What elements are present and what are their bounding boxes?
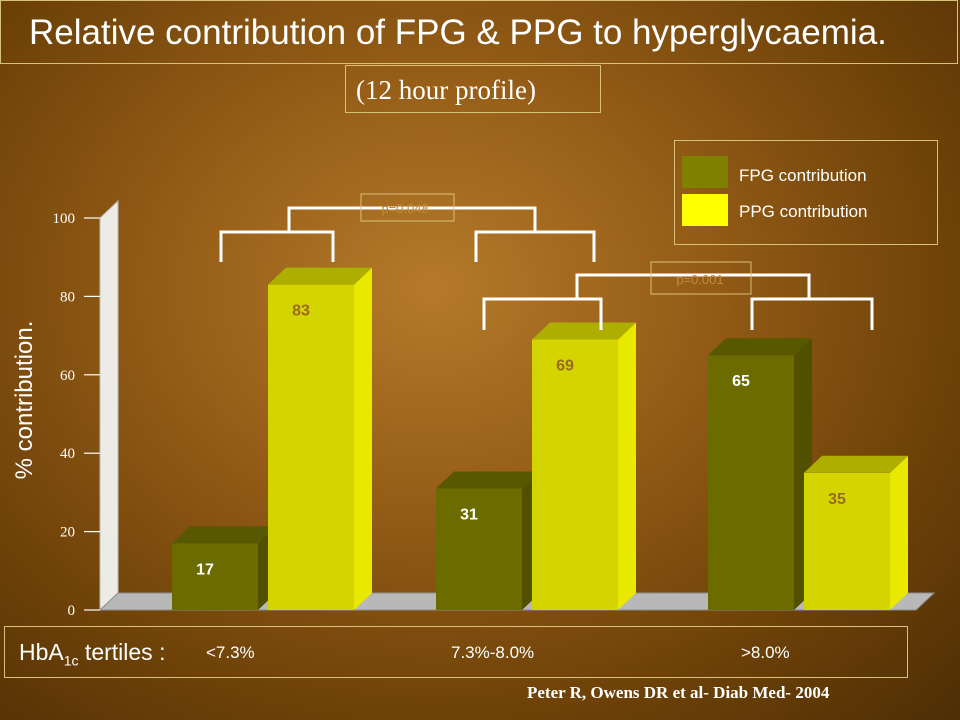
bracket-g3 bbox=[750, 297, 874, 330]
y-tick-label: 20 bbox=[60, 525, 75, 541]
bar-front bbox=[436, 488, 522, 610]
y-tick-label: 60 bbox=[60, 368, 75, 384]
x-tick-label: 7.3%-8.0% bbox=[451, 643, 535, 662]
citation: Peter R, Owens DR et al- Diab Med- 2004 bbox=[527, 683, 830, 702]
legend-label-ppg: PPG contribution bbox=[739, 202, 868, 221]
bar-value-label: 69 bbox=[556, 358, 574, 375]
hba1c-label: HbA1c tertiles : bbox=[19, 639, 165, 669]
p-value-box bbox=[360, 193, 455, 222]
p-value-label: p=0.001 bbox=[676, 272, 723, 287]
chart-legend: FPG contribution PPG contribution bbox=[674, 140, 938, 245]
bracket-span-2 bbox=[575, 273, 811, 299]
x-tick-label: <7.3% bbox=[206, 643, 255, 662]
hba1c-label-suffix: tertiles : bbox=[78, 639, 166, 665]
hba1c-label-sub: 1c bbox=[63, 652, 79, 669]
bracket-span-1 bbox=[287, 206, 537, 232]
bar-front bbox=[532, 339, 618, 610]
bar-value-label: 65 bbox=[732, 373, 750, 390]
bracket-g2b bbox=[482, 297, 603, 330]
bar-front bbox=[708, 355, 794, 610]
bar-value-label: 17 bbox=[196, 561, 214, 578]
slide-title: Relative contribution of FPG & PPG to hy… bbox=[29, 13, 887, 52]
bracket-g2 bbox=[474, 230, 596, 262]
legend-swatch-fpg bbox=[682, 156, 728, 188]
bar-top bbox=[436, 471, 540, 489]
bar-value-label: 83 bbox=[292, 303, 310, 320]
p-value-box bbox=[650, 261, 752, 295]
bar-value-label: 35 bbox=[828, 491, 846, 508]
bar-front bbox=[804, 472, 890, 610]
bar-top bbox=[268, 267, 372, 285]
title-box: Relative contribution of FPG & PPG to hy… bbox=[0, 0, 958, 64]
bar-front bbox=[268, 284, 354, 610]
bracket-g1 bbox=[219, 230, 335, 262]
p-value-label: p=0.048 bbox=[381, 201, 428, 216]
chart-back-wall bbox=[99, 199, 119, 612]
bar-top bbox=[172, 526, 276, 544]
x-tick-label: >8.0% bbox=[741, 643, 790, 662]
y-tick-label: 80 bbox=[60, 289, 75, 305]
y-tick-label: 100 bbox=[53, 211, 76, 227]
bar-side bbox=[890, 455, 908, 610]
bar-value-label: 31 bbox=[460, 506, 478, 523]
hba1c-label-main: HbA bbox=[19, 639, 64, 665]
subtitle-box: (12 hour profile) bbox=[345, 65, 601, 113]
bar-top bbox=[532, 322, 636, 340]
bar-front bbox=[172, 543, 258, 610]
legend-label-fpg: FPG contribution bbox=[739, 166, 867, 185]
y-tick-label: 0 bbox=[68, 603, 76, 619]
bar-top bbox=[804, 455, 908, 473]
legend-swatch-ppg bbox=[682, 194, 728, 226]
bar-side bbox=[618, 322, 636, 610]
hba1c-tertiles-bar: HbA1c tertiles : <7.3% 7.3%-8.0% >8.0% bbox=[4, 626, 908, 678]
bar-side bbox=[354, 267, 372, 610]
bar-top bbox=[708, 338, 812, 356]
slide-subtitle: (12 hour profile) bbox=[356, 75, 536, 105]
y-tick-label: 40 bbox=[60, 446, 75, 462]
